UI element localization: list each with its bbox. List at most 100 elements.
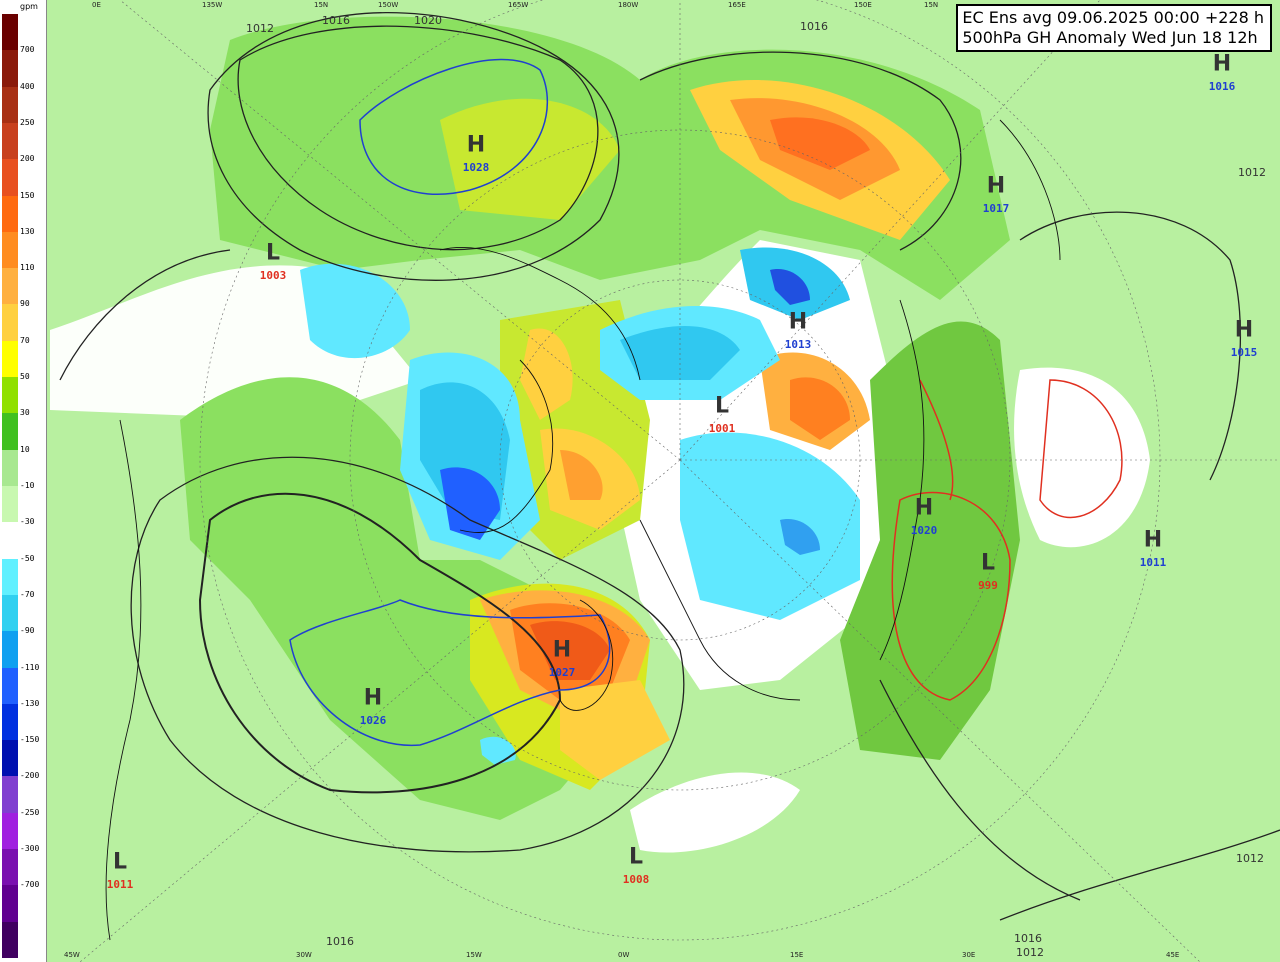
pressure-center-value: 1020: [910, 524, 938, 537]
legend-swatch: [2, 631, 18, 669]
legend-swatch: [2, 776, 18, 814]
legend-swatch: [2, 14, 18, 51]
longitude-label: 0W: [618, 951, 630, 959]
legend-level-label: -250: [20, 807, 40, 817]
title-line-1: EC Ens avg 09.06.2025 00:00 +228 h: [962, 8, 1264, 27]
longitude-label: 135W: [202, 1, 223, 9]
legend-level-label: 400: [20, 81, 35, 91]
pressure-center-value: 1001: [708, 422, 736, 435]
isobar-label: 1012: [1236, 852, 1264, 865]
longitude-label: 0E: [92, 1, 101, 9]
legend-swatch: [2, 558, 18, 596]
longitude-label: 15N: [314, 1, 329, 9]
pressure-center-value: 1017: [982, 202, 1010, 215]
title-line-2: 500hPa GH Anomaly Wed Jun 18 12h: [962, 28, 1258, 47]
legend-level-label: -700: [20, 880, 40, 890]
longitude-label: 45E: [1166, 951, 1180, 959]
legend-level-label: -300: [20, 844, 40, 854]
pressure-center-letter: L: [265, 240, 281, 266]
pressure-center-letter: H: [1212, 51, 1232, 77]
legend-level-label: -130: [20, 698, 40, 708]
pressure-center-letter: H: [788, 309, 808, 335]
legend-level-label: 200: [20, 154, 35, 164]
legend-swatch: [2, 486, 18, 523]
legend-swatch: [2, 304, 18, 342]
longitude-label: 150W: [378, 1, 399, 9]
legend-level-label: -30: [20, 517, 35, 527]
pressure-center-value: 1013: [784, 338, 812, 351]
pressure-center-value: 1016: [1208, 80, 1236, 93]
legend-swatch: [2, 50, 18, 88]
longitude-label: 15E: [790, 951, 804, 959]
title-box: EC Ens avg 09.06.2025 00:00 +228 h 500hP…: [956, 4, 1272, 52]
pressure-center-letter: L: [112, 849, 128, 875]
legend-level-label: 70: [20, 335, 30, 345]
longitude-label: 165E: [728, 1, 746, 9]
isobar-label: 1016: [326, 935, 354, 948]
legend-level-label: 50: [20, 372, 30, 382]
longitude-label: 165W: [508, 1, 529, 9]
legend-level-label: 10: [20, 444, 30, 454]
longitude-label: 15W: [466, 951, 482, 959]
isobar-label: 1012: [1016, 946, 1044, 959]
isobar-label: 1016: [1014, 932, 1042, 945]
legend-level-label: -200: [20, 771, 40, 781]
pressure-center-letter: H: [552, 637, 572, 663]
pressure-center-value: 1015: [1230, 346, 1258, 359]
pressure-center-value: 999: [978, 579, 998, 592]
legend-swatch: [2, 667, 18, 705]
legend-level-label: -90: [20, 626, 35, 636]
color-legend: gpm 700 400 250 200 150 130 110 90 70 50 30 10 -10 -3…: [0, 0, 47, 962]
legend-swatch: [2, 195, 18, 233]
isobar-label: 1016: [800, 20, 828, 33]
isobar-label: 1020: [414, 14, 442, 27]
pressure-center-letter: H: [1143, 527, 1163, 553]
legend-swatch: [2, 231, 18, 269]
legend-level-label: -110: [20, 662, 40, 672]
legend-unit: gpm: [20, 2, 38, 11]
legend-swatch: [2, 268, 18, 305]
legend-level-label: 30: [20, 408, 30, 418]
legend-level-label: -10: [20, 481, 35, 490]
legend-swatch: [2, 849, 18, 886]
legend-swatch: [2, 885, 18, 923]
pressure-center-letter: H: [466, 132, 486, 158]
pressure-center-letter: L: [628, 844, 644, 870]
legend-swatch: [2, 86, 18, 124]
pressure-center-value: 1026: [359, 714, 387, 727]
legend-swatch: [2, 449, 18, 487]
pressure-center-letter: H: [914, 495, 934, 521]
pressure-center-value: 1027: [548, 666, 576, 679]
pressure-center-value: 1003: [259, 269, 287, 282]
legend-level-label: 90: [20, 299, 30, 309]
pressure-center-letter: H: [1234, 317, 1254, 343]
legend-level-label: -50: [20, 553, 35, 563]
pressure-center-value: 1011: [1139, 556, 1167, 569]
legend-level-label: -150: [20, 735, 40, 745]
legend-swatch: [2, 703, 18, 741]
longitude-label: 150E: [854, 1, 872, 9]
longitude-label: 30W: [296, 951, 312, 959]
pressure-center-value: 1028: [462, 161, 490, 174]
legend-swatch: [2, 921, 18, 959]
isobar-label: 1016: [322, 14, 350, 27]
pressure-center-letter: L: [714, 393, 730, 419]
pressure-center-value: 1008: [622, 873, 650, 886]
pressure-center-value: 1011: [106, 878, 134, 891]
longitude-label: 180W: [618, 1, 639, 9]
legend-swatch: [2, 594, 18, 632]
legend-level-label: 250: [20, 117, 35, 127]
pressure-center-letter: H: [986, 173, 1006, 199]
legend-swatch: [2, 522, 18, 560]
isobar-label: 1012: [1238, 166, 1266, 179]
legend-swatch: [2, 377, 18, 414]
legend-level-label: 150: [20, 190, 35, 200]
legend-swatch: [2, 812, 18, 850]
legend-swatch: [2, 122, 18, 160]
legend-level-label: -70: [20, 589, 35, 599]
legend-level-label: 110: [20, 263, 35, 273]
legend-swatch: [2, 740, 18, 777]
isobar-label: 1012: [246, 22, 274, 35]
legend-swatch: [2, 159, 18, 197]
